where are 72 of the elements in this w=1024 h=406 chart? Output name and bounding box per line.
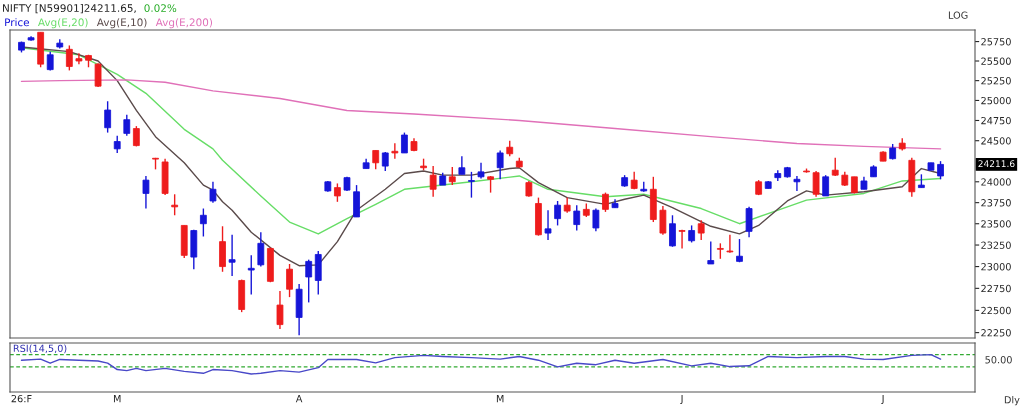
candlestick	[573, 204, 581, 232]
candlestick	[286, 263, 293, 298]
candlestick	[209, 181, 217, 204]
candlestick	[726, 234, 734, 254]
y-tick-label: 25750	[981, 38, 1011, 46]
text: 50.00	[985, 356, 1012, 364]
candlestick	[831, 157, 839, 177]
candlestick	[247, 254, 255, 296]
candlestick	[381, 151, 389, 172]
text: 24211.6	[978, 160, 1015, 168]
candlestick	[602, 191, 609, 213]
candlestick	[822, 174, 830, 197]
y-tick-label: 24500	[981, 137, 1011, 145]
candlestick	[592, 207, 600, 233]
candlestick	[496, 149, 504, 180]
candlestick	[544, 209, 552, 241]
candlestick	[228, 234, 236, 277]
candlestick	[305, 258, 313, 304]
x-tick-label: M	[496, 395, 504, 403]
x-tick-label: A	[295, 395, 303, 403]
candlestick	[669, 214, 676, 248]
y-tick-label: 24000	[981, 178, 1011, 186]
x-tick-label: 26:F	[11, 394, 32, 403]
candlestick	[554, 200, 561, 227]
text: Avg(E,10)	[96, 18, 147, 29]
text: Dly	[1004, 395, 1020, 406]
candlestick	[697, 219, 705, 241]
candlestick	[200, 207, 207, 238]
y-tick-label: 25500	[981, 57, 1011, 65]
candlestick	[429, 165, 437, 198]
candlestick	[372, 149, 380, 171]
x-tick-label: J	[881, 395, 884, 405]
candlestick	[707, 240, 715, 265]
candlestick	[142, 175, 150, 210]
candlestick	[468, 171, 475, 199]
text: Avg(E,20)	[37, 18, 88, 29]
candlestick	[448, 166, 456, 186]
y-tick-label: 23000	[981, 263, 1011, 271]
y-tick-label: 23500	[981, 220, 1011, 228]
candlestick	[65, 44, 73, 72]
candlestick	[94, 62, 102, 88]
y-tick-label: 23750	[981, 199, 1011, 207]
text: Avg(E,200)	[155, 18, 213, 29]
y-tick-label: 22500	[981, 306, 1011, 315]
candlestick	[334, 182, 341, 203]
y-tick-label: 22750	[981, 284, 1011, 293]
x-tick-label: J	[680, 395, 683, 405]
candlestick	[745, 206, 753, 239]
y-tick-label: 25250	[981, 77, 1011, 85]
candlestick	[812, 170, 820, 198]
y-tick-label: 24750	[981, 116, 1011, 125]
x-tick-label: M	[113, 395, 121, 403]
candlestick	[458, 155, 466, 176]
candlestick	[391, 142, 399, 160]
chart-title: NIFTY [N59901]24211.65,	[3, 3, 136, 14]
line-series	[20, 79, 942, 150]
candlestick	[123, 114, 131, 137]
candlestick	[659, 205, 667, 236]
candlestick	[276, 290, 284, 330]
y-tick-label: 25000	[981, 96, 1011, 105]
series-label: Price	[5, 18, 30, 27]
candlestick	[257, 231, 265, 268]
candlestick	[793, 175, 801, 192]
candlestick	[75, 52, 83, 65]
text: LOG	[948, 11, 968, 19]
candlestick	[104, 100, 112, 134]
y-tick-label: 22250	[981, 329, 1011, 337]
candlestick	[401, 131, 408, 154]
y-tick-label: 23250	[981, 241, 1011, 249]
candlestick	[937, 160, 944, 180]
chart-title: RSI(14,5,0)	[13, 344, 67, 354]
chart-subtitle: 0.02%	[144, 4, 177, 13]
